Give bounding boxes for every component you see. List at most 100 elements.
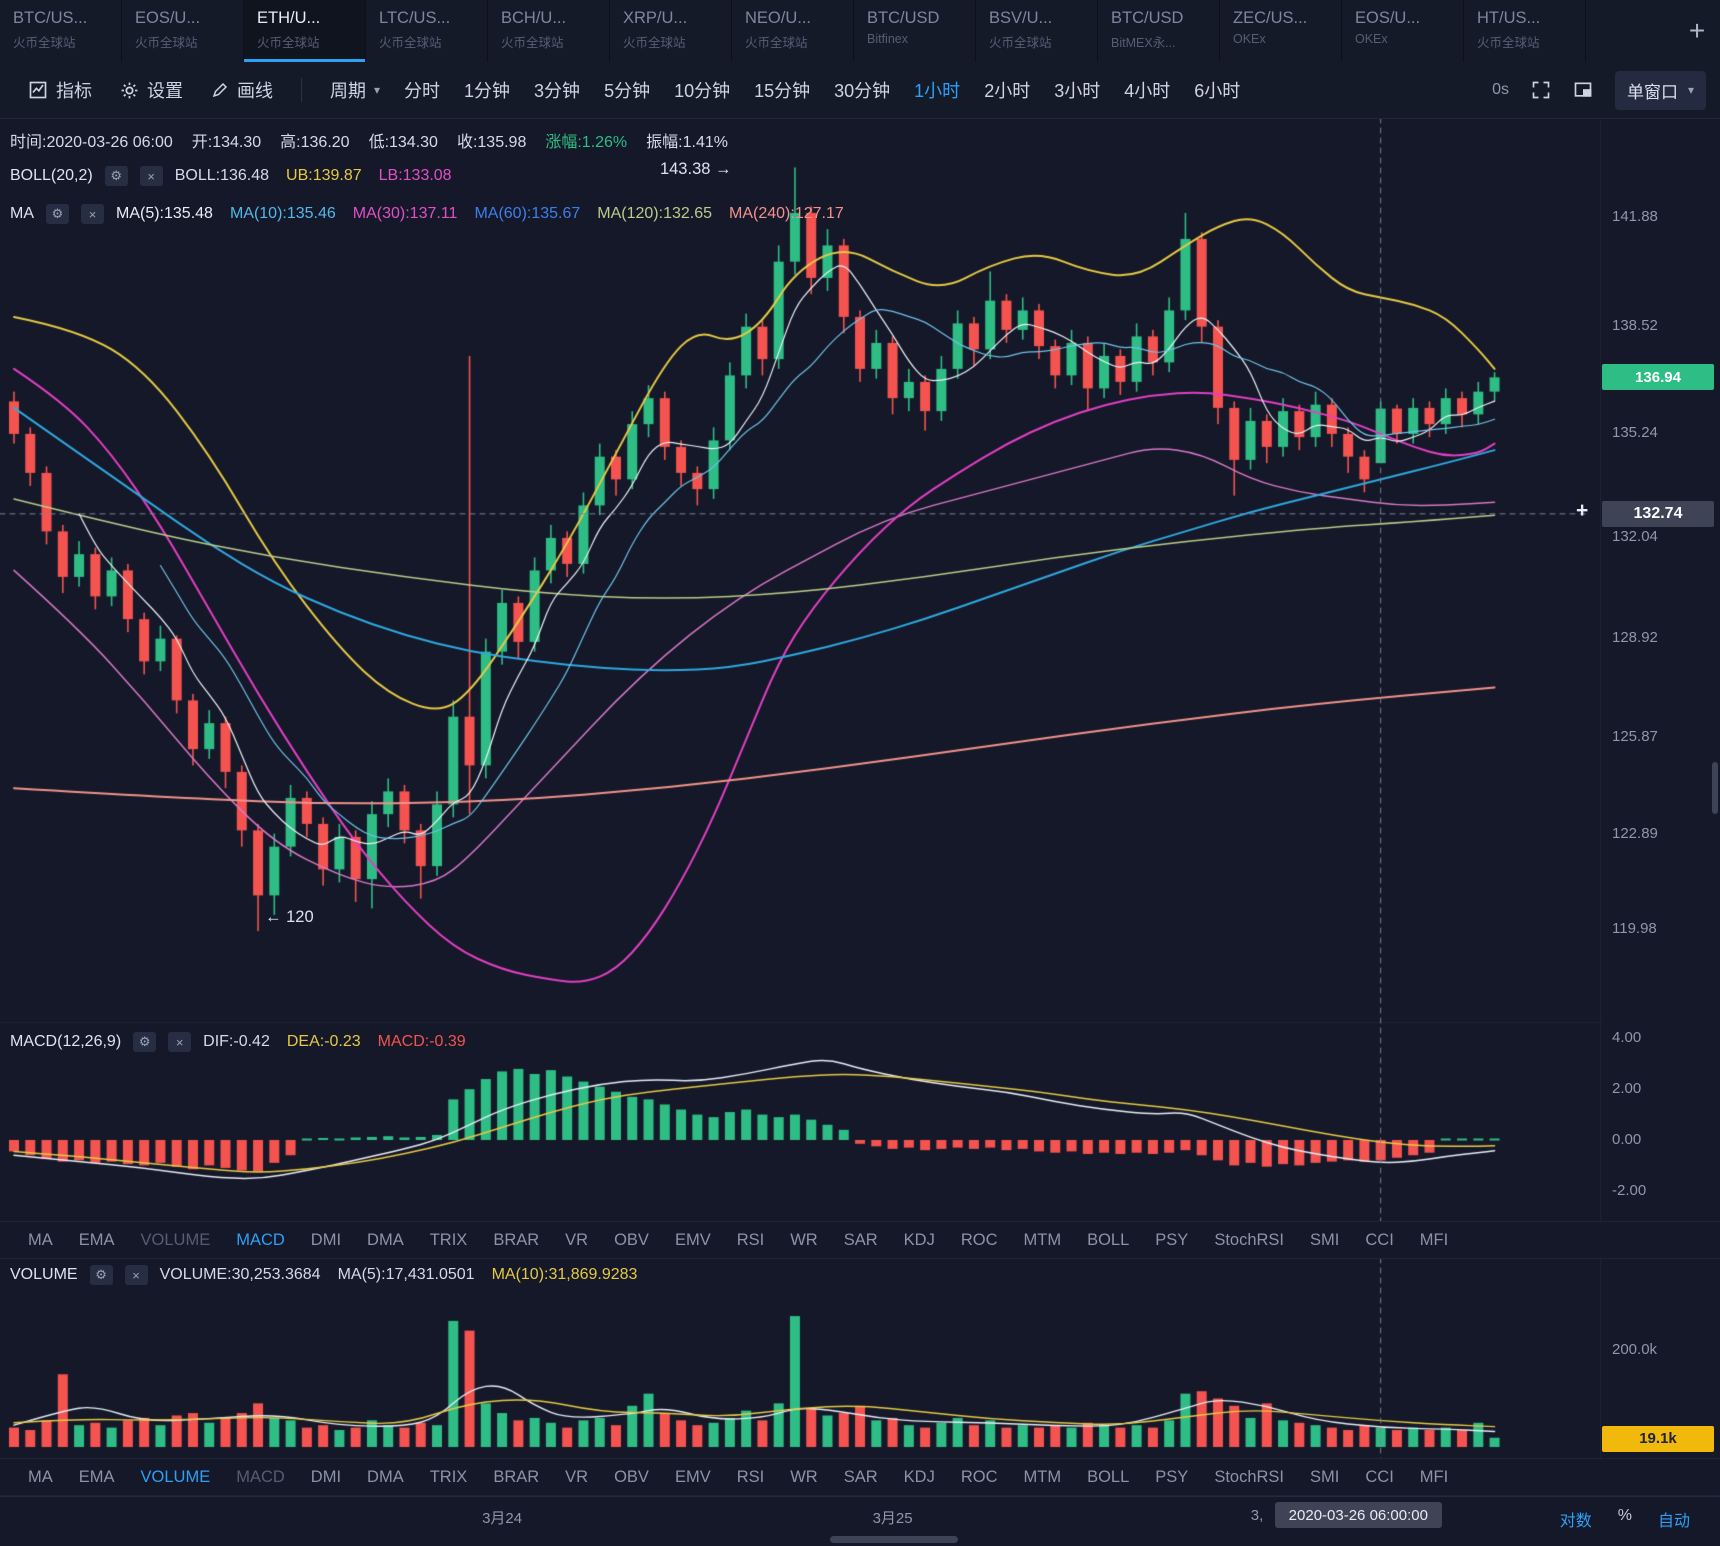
indicator-tab-ema[interactable]: EMA xyxy=(78,1230,115,1249)
pair-tab[interactable]: BTC/US... 火币全球站 xyxy=(0,0,122,62)
indicator-tab-trix[interactable]: TRIX xyxy=(429,1230,468,1249)
timeframe-option[interactable]: 1小时 xyxy=(914,81,961,101)
timeframe-option[interactable]: 4小时 xyxy=(1124,81,1171,101)
pair-tab[interactable]: HT/US... 火币全球站 xyxy=(1464,0,1586,62)
indicator-tab-cci[interactable]: CCI xyxy=(1365,1467,1394,1486)
indicator-tab-mfi[interactable]: MFI xyxy=(1419,1467,1449,1486)
settings-tool[interactable]: 设置 xyxy=(120,77,183,103)
pair-tab[interactable]: BTC/USD BitMEX永... xyxy=(1098,0,1220,62)
popout-window-icon[interactable] xyxy=(1573,80,1593,100)
indicator-tab-ema[interactable]: EMA xyxy=(78,1467,115,1486)
timeframe-option[interactable]: 3分钟 xyxy=(534,81,581,101)
pair-tab[interactable]: EOS/U... OKEx xyxy=(1342,0,1464,62)
gear-icon[interactable]: ⚙ xyxy=(89,1265,113,1285)
indicator-tab-smi[interactable]: SMI xyxy=(1310,1230,1340,1249)
pair-name: BCH/U... xyxy=(501,9,567,27)
time-axis-label: 3月24 xyxy=(482,1510,523,1527)
indicator-tab-dma[interactable]: DMA xyxy=(367,1230,404,1249)
timeframe-option[interactable]: 2小时 xyxy=(984,81,1031,101)
indicator-tab-volume[interactable]: VOLUME xyxy=(140,1467,211,1486)
pair-tab[interactable]: BCH/U... 火币全球站 xyxy=(488,0,610,62)
timeframe-option[interactable]: 3小时 xyxy=(1054,81,1101,101)
exchange-name: 火币全球站 xyxy=(379,36,442,50)
pair-name: EOS/U... xyxy=(1355,9,1421,27)
gear-icon[interactable]: ⚙ xyxy=(133,1032,157,1052)
legend-value: MA(240):127.17 xyxy=(729,205,844,222)
indicator-tab-macd[interactable]: MACD xyxy=(236,1467,285,1486)
indicator-tab-dmi[interactable]: DMI xyxy=(310,1230,342,1249)
indicator-tab-brar[interactable]: BRAR xyxy=(493,1230,540,1249)
pair-tab[interactable]: BSV/U... 火币全球站 xyxy=(976,0,1098,62)
pair-tab[interactable]: ZEC/US... OKEx xyxy=(1220,0,1342,62)
add-tab-button[interactable]: + xyxy=(1688,15,1706,46)
indicator-tab-cci[interactable]: CCI xyxy=(1365,1230,1394,1249)
timeframe-option[interactable]: 10分钟 xyxy=(674,81,731,101)
indicator-tab-sar[interactable]: SAR xyxy=(843,1467,878,1486)
indicator-tab-wr[interactable]: WR xyxy=(790,1467,818,1486)
indicator-tab-brar[interactable]: BRAR xyxy=(493,1467,540,1486)
indicator-tab-trix[interactable]: TRIX xyxy=(429,1467,468,1486)
auto-scale-option[interactable]: 自动 xyxy=(1657,1513,1690,1530)
indicator-tab-kdj[interactable]: KDJ xyxy=(903,1230,935,1249)
close-icon[interactable]: × xyxy=(124,1265,148,1285)
price-axis-label: 141.88 xyxy=(1612,207,1658,225)
period-dropdown[interactable]: 周期 ▾ xyxy=(330,77,380,103)
indicator-tab-emv[interactable]: EMV xyxy=(674,1467,711,1486)
timeframe-option[interactable]: 1分钟 xyxy=(464,81,511,101)
gear-icon[interactable]: ⚙ xyxy=(46,204,69,224)
indicator-tab-kdj[interactable]: KDJ xyxy=(903,1467,935,1486)
indicator-tab-obv[interactable]: OBV xyxy=(614,1230,649,1249)
indicator-tab-obv[interactable]: OBV xyxy=(614,1467,649,1486)
timeframe-option[interactable]: 6小时 xyxy=(1194,81,1241,101)
pair-tab[interactable]: XRP/U... 火币全球站 xyxy=(610,0,732,62)
close-icon[interactable]: × xyxy=(139,166,163,186)
indicator-tab-stochrsi[interactable]: StochRSI xyxy=(1214,1467,1285,1486)
indicator-tab-roc[interactable]: ROC xyxy=(960,1230,998,1249)
pair-tab[interactable]: BTC/USD Bitfinex xyxy=(854,0,976,62)
timeframe-option[interactable]: 30分钟 xyxy=(834,81,891,101)
indicator-tab-roc[interactable]: ROC xyxy=(960,1467,998,1486)
percent-scale-option[interactable]: % xyxy=(1617,1507,1632,1524)
indicator-tab-volume[interactable]: VOLUME xyxy=(140,1230,211,1249)
indicator-tab-boll[interactable]: BOLL xyxy=(1087,1467,1130,1486)
indicator-tab-boll[interactable]: BOLL xyxy=(1087,1230,1130,1249)
indicator-tab-sar[interactable]: SAR xyxy=(843,1230,878,1249)
indicator-tab-rsi[interactable]: RSI xyxy=(736,1467,765,1486)
indicator-tab-dmi[interactable]: DMI xyxy=(310,1467,342,1486)
indicator-tab-smi[interactable]: SMI xyxy=(1310,1467,1340,1486)
indicator-tab-psy[interactable]: PSY xyxy=(1155,1467,1189,1486)
close-icon[interactable]: × xyxy=(168,1032,192,1052)
indicator-tab-vr[interactable]: VR xyxy=(565,1467,589,1486)
indicator-tab-mtm[interactable]: MTM xyxy=(1023,1230,1062,1249)
indicator-tab-wr[interactable]: WR xyxy=(790,1230,818,1249)
indicator-tab-rsi[interactable]: RSI xyxy=(736,1230,765,1249)
timeframe-option[interactable]: 5分钟 xyxy=(604,81,651,101)
indicator-tab-macd[interactable]: MACD xyxy=(236,1230,285,1249)
close-icon[interactable]: × xyxy=(81,204,104,224)
log-scale-option[interactable]: 对数 xyxy=(1559,1513,1592,1530)
indicator-tab-mfi[interactable]: MFI xyxy=(1419,1230,1449,1249)
indicator-tab-mtm[interactable]: MTM xyxy=(1023,1467,1062,1486)
window-mode-dropdown[interactable]: 单窗口 ▾ xyxy=(1614,70,1706,110)
pair-tab[interactable]: LTC/US... 火币全球站 xyxy=(366,0,488,62)
indicator-tab-ma[interactable]: MA xyxy=(28,1230,53,1249)
indicator-tool[interactable]: 指标 xyxy=(28,77,92,103)
pair-tab[interactable]: ETH/U... 火币全球站 xyxy=(244,0,366,62)
timeframe-option[interactable]: 分时 xyxy=(404,81,441,101)
horizontal-scrollbar[interactable] xyxy=(830,1536,958,1543)
indicator-tab-dma[interactable]: DMA xyxy=(367,1467,404,1486)
indicator-tab-ma[interactable]: MA xyxy=(28,1467,53,1486)
indicator-tab-emv[interactable]: EMV xyxy=(674,1230,711,1249)
legend-value: 开:134.30 xyxy=(191,134,262,151)
draw-tool[interactable]: 画线 xyxy=(211,77,273,103)
gear-icon[interactable]: ⚙ xyxy=(104,166,128,186)
indicator-tab-vr[interactable]: VR xyxy=(565,1230,589,1249)
vertical-scrollbar[interactable] xyxy=(1712,762,1718,814)
indicator-tab-psy[interactable]: PSY xyxy=(1155,1230,1189,1249)
pair-tab[interactable]: EOS/U... 火币全球站 xyxy=(122,0,244,62)
timeframe-option[interactable]: 15分钟 xyxy=(754,81,811,101)
fullscreen-icon[interactable] xyxy=(1531,80,1551,100)
indicator-tab-stochrsi[interactable]: StochRSI xyxy=(1214,1230,1285,1249)
pair-tab[interactable]: NEO/U... 火币全球站 xyxy=(732,0,854,62)
